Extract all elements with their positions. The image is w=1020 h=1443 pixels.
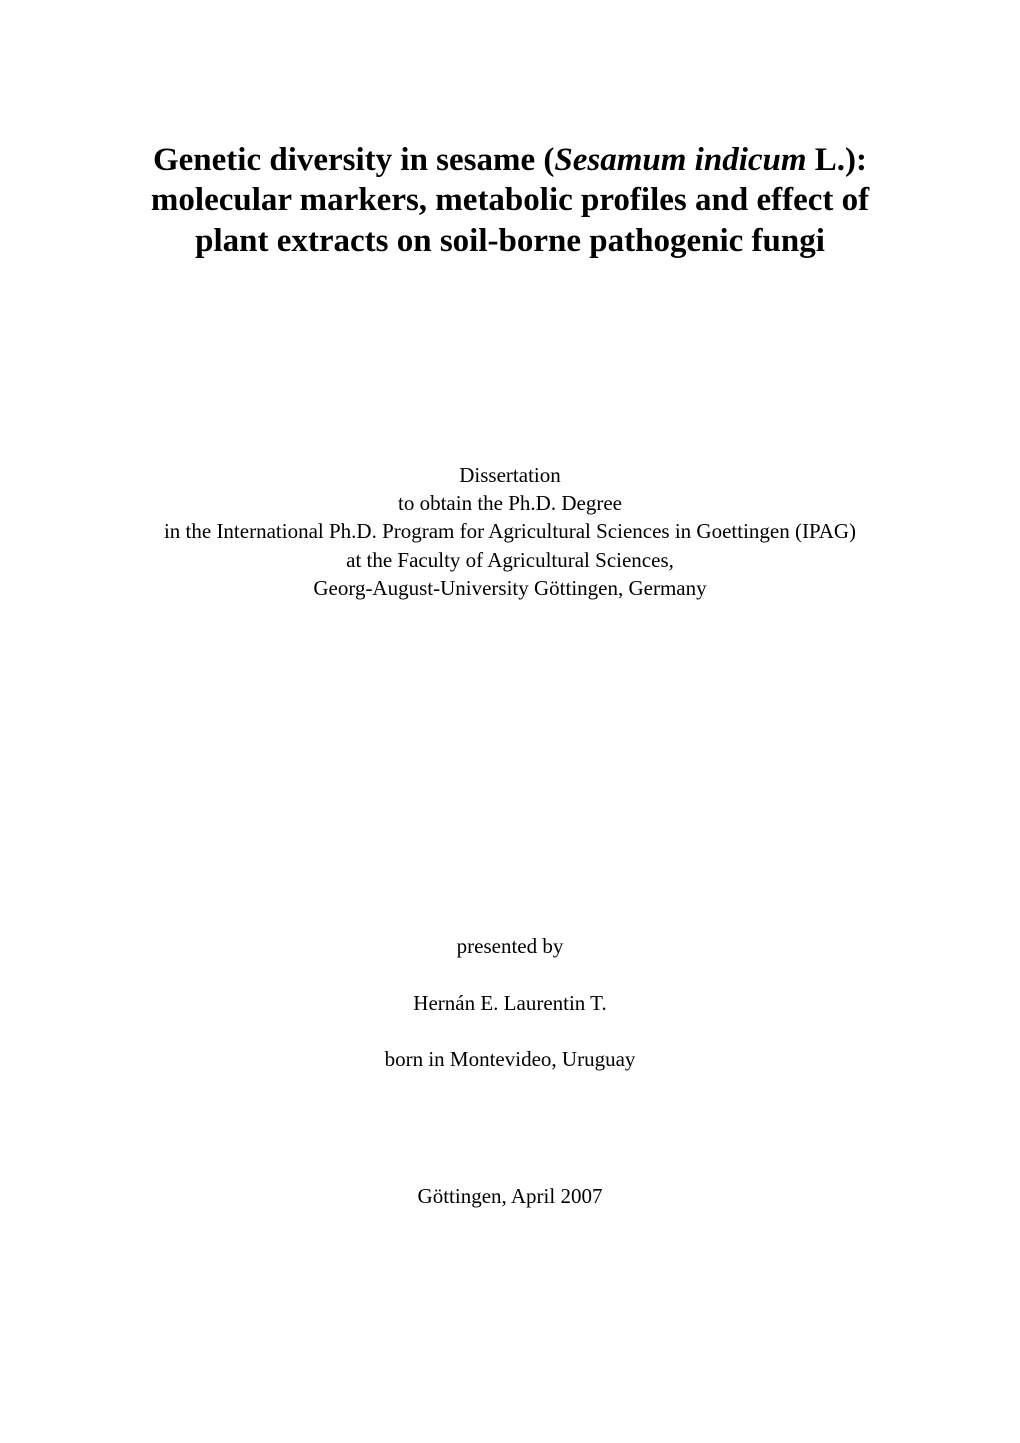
author-birthplace: born in Montevideo, Uruguay (100, 1045, 920, 1073)
presented-by-label: presented by (100, 932, 920, 960)
title-line-1: Genetic diversity in sesame (Sesamum ind… (100, 140, 920, 180)
dissertation-line-5: Georg-August-University Göttingen, Germa… (100, 574, 920, 602)
author-name: Hernán E. Laurentin T. (100, 989, 920, 1017)
dissertation-line-4: at the Faculty of Agricultural Sciences, (100, 546, 920, 574)
place-date: Göttingen, April 2007 (100, 1184, 920, 1209)
presented-block: presented by Hernán E. Laurentin T. born… (100, 932, 920, 1073)
title-line-1-suffix: L.): (807, 142, 868, 178)
title-line-3: plant extracts on soil-borne pathogenic … (100, 221, 920, 261)
dissertation-line-3: in the International Ph.D. Program for A… (100, 517, 920, 545)
dissertation-line-2: to obtain the Ph.D. Degree (100, 489, 920, 517)
page-title: Genetic diversity in sesame (Sesamum ind… (100, 140, 920, 261)
dissertation-block: Dissertation to obtain the Ph.D. Degree … (100, 461, 920, 603)
dissertation-line-1: Dissertation (100, 461, 920, 489)
title-line-2: molecular markers, metabolic profiles an… (100, 180, 920, 220)
title-species-name: Sesamum indicum (554, 142, 806, 178)
title-line-1-prefix: Genetic diversity in sesame ( (153, 142, 554, 178)
